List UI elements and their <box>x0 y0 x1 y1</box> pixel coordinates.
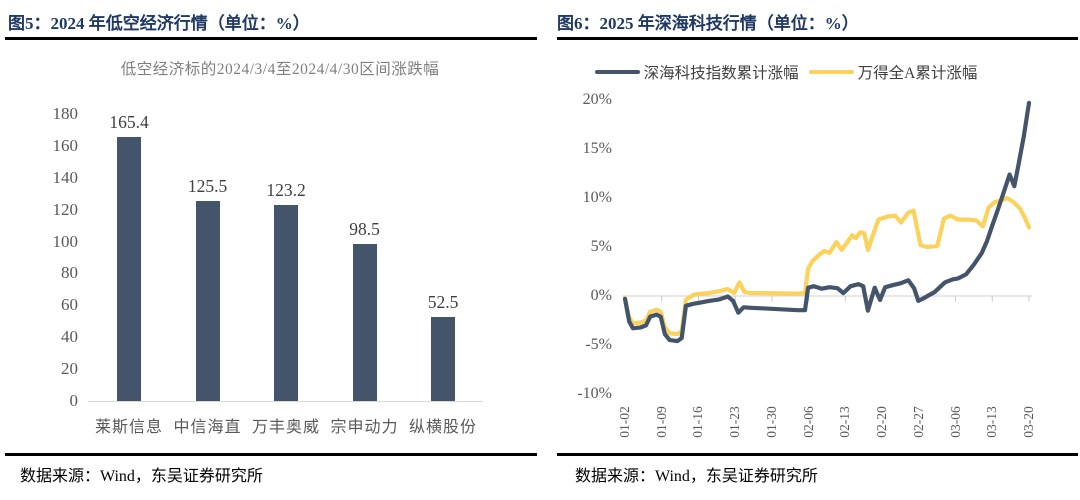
bar-chart: 180 160 140 120 100 80 60 40 20 0 165.4 莱斯信息 125.5 中信… <box>0 0 540 450</box>
bar <box>352 243 377 401</box>
legend-label-shenhai-index: 深海科技指数累计涨幅 <box>643 65 799 82</box>
bar <box>117 137 141 401</box>
figure6-title-rule <box>557 37 1078 40</box>
bar-value-label: 52.5 <box>427 292 459 313</box>
figure5-chart-subtitle: 低空经济标的2024/3/4至2024/4/30区间涨跌幅 <box>120 61 440 78</box>
bar <box>274 204 298 401</box>
bar-value-label: 125.5 <box>187 175 228 196</box>
y-axis-label: 60 <box>61 295 78 315</box>
y-axis-label: 180 <box>52 104 79 123</box>
y-axis-label: -10% <box>577 385 612 402</box>
x-axis-date-label: 02-20 <box>874 406 890 438</box>
y-axis-label: 80 <box>61 263 78 283</box>
y-axis-label: 100 <box>52 231 79 251</box>
y-axis-label: 10% <box>582 189 612 206</box>
line-chart: 20% 15% 10% 5% 0% -5% -10% 01-02 01-09 01-16 01-23… <box>540 0 1080 450</box>
y-axis-label: -5% <box>585 336 612 353</box>
chart-legend: 深海科技指数累计涨幅 万得全A累计涨幅 <box>540 62 1080 82</box>
figure6-title: 图6：2025 年深海科技行情（单位：%） <box>557 14 859 33</box>
figure6-panel: 图6：2025 年深海科技行情（单位：%） 深海科技指数累计涨幅 万得全A累计涨… <box>540 0 1080 500</box>
x-axis-date-label: 01-30 <box>763 406 779 438</box>
figure5-title-rule <box>5 37 537 40</box>
legend-line-swatch-yellow <box>808 69 854 75</box>
x-axis-baseline <box>88 401 483 402</box>
x-axis-date-label: 02-27 <box>910 406 926 438</box>
x-axis-date-label: 01-23 <box>727 406 743 438</box>
bar <box>195 200 220 401</box>
series-line-yellow <box>622 195 1032 337</box>
x-axis-date-label: 03-13 <box>984 406 1000 438</box>
legend-item-winda-all: 万得全A累计涨幅 <box>808 61 978 83</box>
x-axis-date-label: 03-20 <box>1021 406 1036 438</box>
y-axis-label: 40 <box>61 327 78 347</box>
x-axis-date-label: 02-13 <box>837 406 853 438</box>
bar-value-label: 98.5 <box>349 218 380 239</box>
figure5-bottom-rule <box>5 453 537 456</box>
x-axis-label: 莱斯信息 <box>94 419 163 436</box>
y-axis-label: 20 <box>61 359 78 379</box>
legend-line-swatch-dark <box>594 69 640 75</box>
legend-label-winda-all: 万得全A累计涨幅 <box>857 65 978 82</box>
y-axis-label: 120 <box>52 199 79 219</box>
bar-value-label: 123.2 <box>266 179 306 200</box>
figure6-bottom-rule <box>557 453 1078 456</box>
y-axis-label: 5% <box>590 238 612 255</box>
x-axis-label: 万丰奥威 <box>251 419 320 436</box>
y-axis-label: 15% <box>582 140 612 157</box>
y-axis-label: 140 <box>52 167 79 187</box>
bar-value-label: 165.4 <box>109 112 149 133</box>
y-axis-label: 20% <box>582 91 612 108</box>
series-line-dark <box>622 100 1032 344</box>
x-axis-label: 中信海直 <box>173 419 242 436</box>
figure5-title: 图5：2024 年低空经济行情（单位：%） <box>8 14 310 33</box>
x-axis-label: 宗申动力 <box>330 419 399 436</box>
figure5-panel: 图5：2024 年低空经济行情（单位：%） 低空经济标的2024/3/4至202… <box>0 0 540 485</box>
figure5-source-note: 数据来源：Wind，东吴证券研究所 <box>20 468 263 485</box>
x-axis-label: 纵横股份 <box>408 419 477 436</box>
y-axis-label: 0 <box>69 391 79 410</box>
bar <box>431 317 455 401</box>
line-plot-area <box>622 100 1032 344</box>
x-axis-date-label: 01-02 <box>617 406 632 438</box>
x-axis-date-label: 02-06 <box>800 406 816 438</box>
y-axis-label: 160 <box>52 135 79 155</box>
y-axis-label: 0% <box>590 287 612 304</box>
figure6-source-note: 数据来源：Wind，东吴证券研究所 <box>575 468 818 485</box>
x-axis-date-label: 01-09 <box>653 406 669 438</box>
x-axis-date-label: 01-16 <box>690 406 706 438</box>
legend-item-shenhai-index: 深海科技指数累计涨幅 <box>594 61 799 83</box>
x-axis-date-label: 03-06 <box>947 406 963 438</box>
